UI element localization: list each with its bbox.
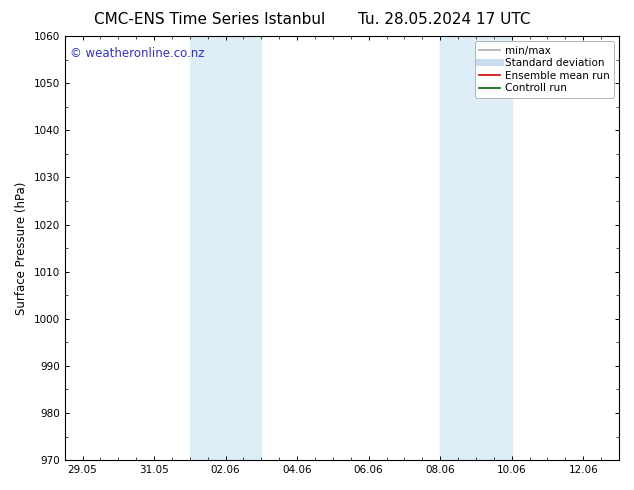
Text: CMC-ENS Time Series Istanbul: CMC-ENS Time Series Istanbul — [94, 12, 325, 27]
Bar — [226, 36, 261, 460]
Bar — [476, 36, 512, 460]
Text: Tu. 28.05.2024 17 UTC: Tu. 28.05.2024 17 UTC — [358, 12, 530, 27]
Bar — [190, 36, 226, 460]
Bar — [440, 36, 476, 460]
Y-axis label: Surface Pressure (hPa): Surface Pressure (hPa) — [15, 181, 28, 315]
Legend: min/max, Standard deviation, Ensemble mean run, Controll run: min/max, Standard deviation, Ensemble me… — [475, 41, 614, 98]
Text: © weatheronline.co.nz: © weatheronline.co.nz — [70, 47, 205, 60]
